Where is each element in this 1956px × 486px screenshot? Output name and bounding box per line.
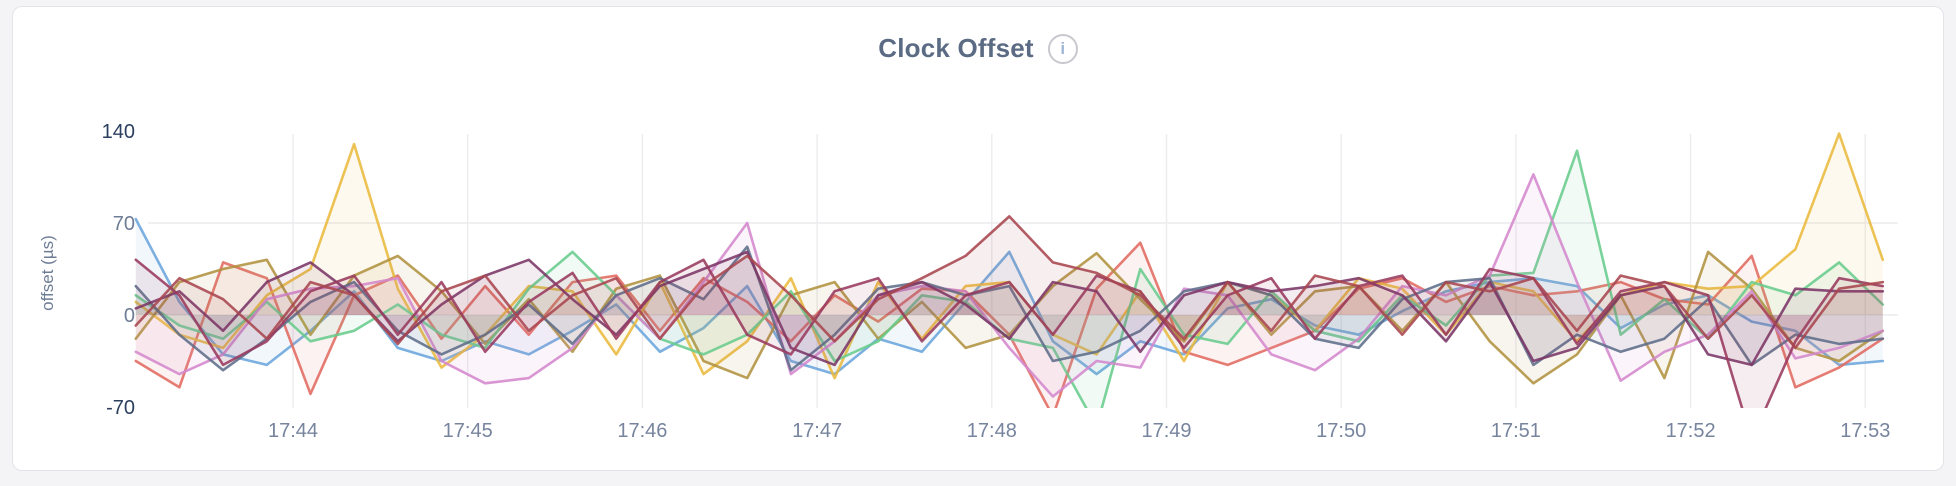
series-olive-line: [134, 250, 1885, 385]
series-group: [134, 132, 1885, 408]
x-tick-17:47: 17:47: [792, 420, 842, 442]
series-slate-line: [134, 245, 1885, 372]
series-orchid-area: [135, 174, 1883, 397]
x-tick-17:45: 17:45: [443, 420, 493, 442]
clock-offset-card: Clock Offset i 140 70 0 -70 17:44 17:45 17:46 1…: [12, 6, 1944, 471]
series-blue-area: [135, 219, 1883, 375]
series-gold-area: [135, 133, 1883, 379]
y-tick-70: 70: [113, 213, 135, 235]
y-tick-0: 0: [124, 305, 135, 327]
x-tick-17:48: 17:48: [967, 420, 1017, 442]
series-slate-area: [135, 246, 1883, 371]
series-orchid-line: [134, 173, 1885, 398]
y-axis-title: offset (µs): [38, 235, 57, 311]
x-tick-17:51: 17:51: [1491, 420, 1541, 442]
series-maroon-line: [134, 258, 1885, 408]
series-brick-area: [135, 216, 1883, 348]
x-tick-17:44: 17:44: [268, 420, 318, 442]
x-tick-17:49: 17:49: [1141, 420, 1191, 442]
info-icon[interactable]: i: [1047, 33, 1078, 64]
series-plum-line: [134, 250, 1885, 367]
series-plum-area: [135, 251, 1883, 365]
clock-offset-chart: 140 70 0 -70 17:44 17:45 17:46 17:47 17:48 17:49 1…: [38, 121, 1898, 442]
chart-header: Clock Offset i: [13, 33, 1943, 64]
y-tick--70: -70: [106, 397, 135, 419]
x-tick-17:46: 17:46: [617, 420, 667, 442]
series-blue-line: [134, 217, 1885, 376]
x-tick-17:52: 17:52: [1666, 420, 1716, 442]
x-tick-17:50: 17:50: [1316, 420, 1366, 442]
y-tick-140: 140: [102, 121, 135, 143]
x-tick-17:53: 17:53: [1840, 420, 1890, 442]
page-title: Clock Offset: [878, 33, 1034, 63]
axis-labels: 140 70 0 -70 17:44 17:45 17:46 17:47 17:48 17:49 1…: [38, 121, 1890, 442]
series-brick-line: [134, 215, 1885, 350]
